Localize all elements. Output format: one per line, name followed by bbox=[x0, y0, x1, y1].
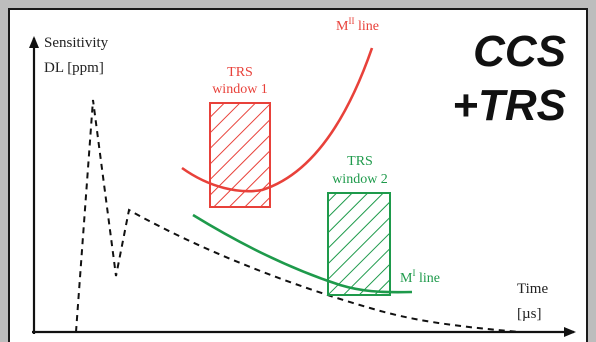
diagram-frame bbox=[8, 8, 588, 342]
y-axis-label-line2: DL [ppm] bbox=[44, 60, 104, 76]
trs-window-2-label-line2: window 2 bbox=[332, 172, 388, 187]
mi-line-curve bbox=[192, 213, 413, 294]
title-trs: +TRS bbox=[452, 81, 566, 130]
x-axis-label-line1: Time bbox=[517, 281, 548, 297]
trs-window-1-label-line2: window 1 bbox=[212, 82, 268, 97]
mii-line-curve bbox=[181, 47, 374, 193]
trs-window-2 bbox=[327, 192, 391, 296]
trs-window-1-label-line1: TRS bbox=[227, 65, 253, 80]
ccs-dashed-curve bbox=[75, 99, 521, 333]
x-axis-label-line2: [µs] bbox=[517, 306, 541, 322]
title-ccs: CCS bbox=[473, 27, 566, 76]
trs-window-2-label-line1: TRS bbox=[347, 154, 373, 169]
mii-line-label: MII line bbox=[336, 16, 379, 34]
y-axis-label-line1: Sensitivity bbox=[44, 35, 109, 51]
mi-line-label: MI line bbox=[400, 268, 440, 286]
